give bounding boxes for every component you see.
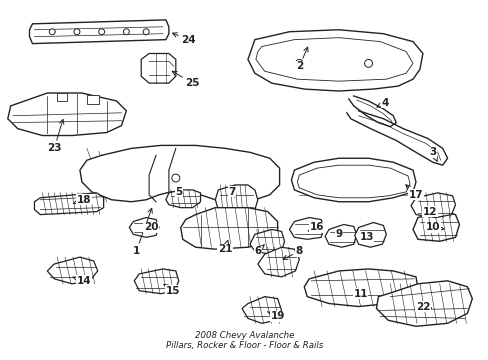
Text: 15: 15 (163, 284, 180, 296)
Polygon shape (257, 247, 299, 277)
Polygon shape (304, 269, 417, 306)
Polygon shape (291, 158, 415, 202)
Polygon shape (34, 193, 103, 215)
Polygon shape (141, 54, 176, 83)
Polygon shape (181, 208, 277, 249)
Text: 14: 14 (73, 276, 91, 286)
Text: 2: 2 (295, 47, 307, 71)
Text: 5: 5 (175, 187, 182, 197)
Text: 18: 18 (73, 195, 91, 205)
Text: 6: 6 (254, 245, 264, 256)
Polygon shape (8, 93, 126, 135)
Text: 20: 20 (143, 222, 158, 233)
Text: 23: 23 (47, 120, 64, 153)
Polygon shape (247, 30, 422, 91)
Text: 22: 22 (415, 302, 431, 311)
Circle shape (171, 174, 180, 182)
Text: 17: 17 (405, 185, 423, 200)
Polygon shape (87, 95, 99, 104)
Text: 10: 10 (425, 222, 443, 233)
Text: 16: 16 (307, 222, 324, 233)
Circle shape (49, 29, 55, 35)
Text: 1: 1 (132, 208, 152, 256)
Polygon shape (29, 20, 168, 44)
Polygon shape (325, 225, 356, 247)
Text: 2008 Chevy Avalanche
Pillars, Rocker & Floor - Floor & Rails: 2008 Chevy Avalanche Pillars, Rocker & F… (165, 330, 323, 350)
Circle shape (364, 59, 372, 67)
Polygon shape (297, 165, 409, 198)
Text: 9: 9 (335, 229, 342, 239)
Polygon shape (412, 212, 459, 241)
Text: 4: 4 (376, 98, 388, 108)
Text: 11: 11 (353, 289, 367, 299)
Polygon shape (47, 257, 98, 284)
Text: 25: 25 (172, 71, 200, 88)
Polygon shape (134, 269, 179, 294)
Polygon shape (289, 217, 324, 239)
Polygon shape (410, 193, 455, 217)
Polygon shape (249, 229, 284, 254)
Polygon shape (57, 93, 67, 101)
Polygon shape (255, 38, 412, 81)
Circle shape (74, 29, 80, 35)
Polygon shape (165, 190, 200, 208)
Text: 24: 24 (172, 33, 196, 45)
Text: 13: 13 (359, 232, 373, 242)
Text: 12: 12 (422, 207, 436, 217)
Text: 21: 21 (218, 240, 232, 254)
Polygon shape (129, 217, 159, 237)
Circle shape (143, 29, 149, 35)
Circle shape (99, 29, 104, 35)
Polygon shape (80, 145, 279, 202)
Circle shape (123, 29, 129, 35)
Text: 3: 3 (428, 147, 436, 161)
Polygon shape (242, 297, 281, 323)
Text: 7: 7 (228, 187, 235, 197)
Text: 8: 8 (283, 246, 303, 259)
Text: 19: 19 (267, 311, 284, 321)
Polygon shape (376, 281, 471, 326)
Polygon shape (354, 222, 386, 247)
Polygon shape (215, 185, 257, 215)
Circle shape (295, 59, 303, 67)
